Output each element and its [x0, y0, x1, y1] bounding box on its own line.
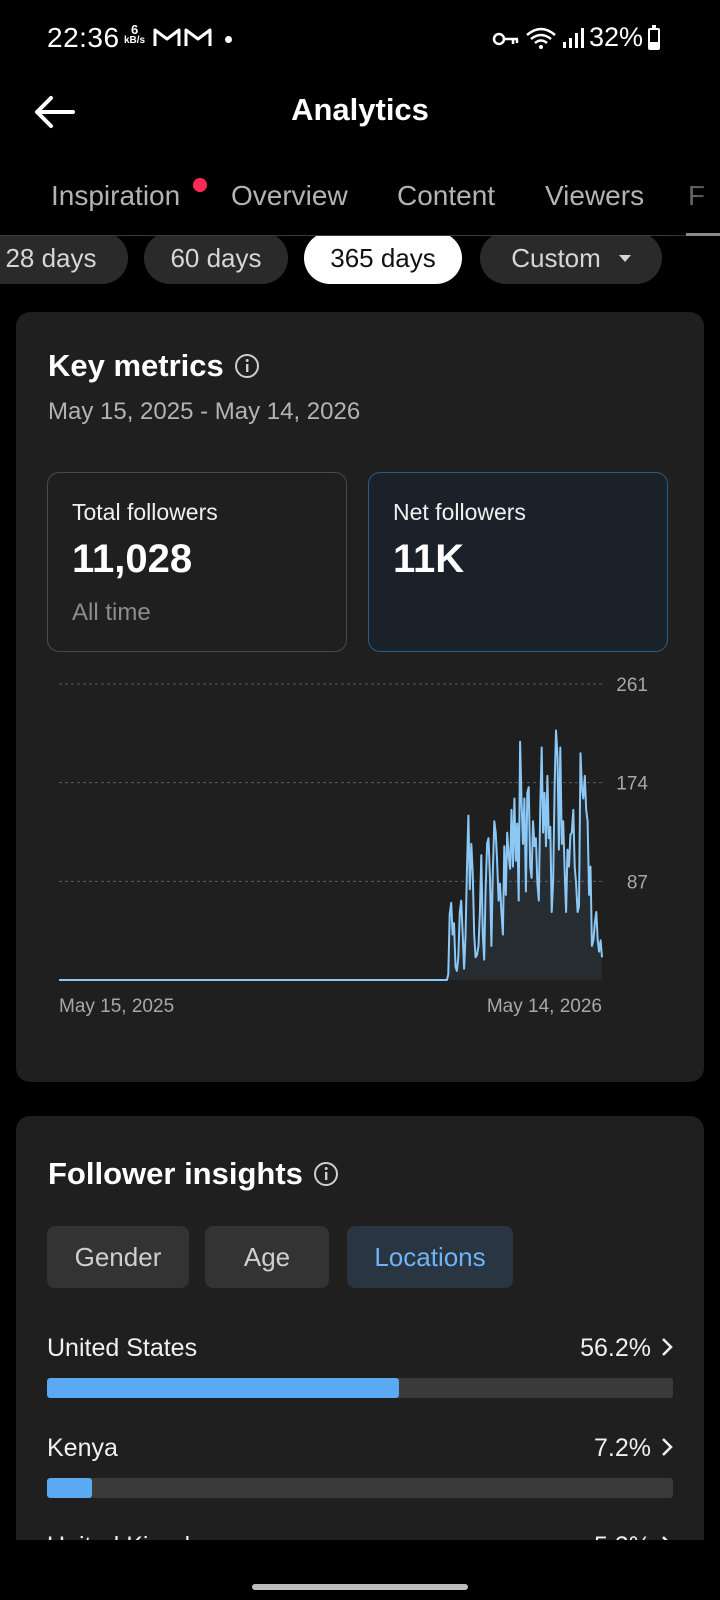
net-followers-card[interactable]: Net followers 11K	[368, 472, 668, 652]
total-followers-sub: All time	[72, 599, 151, 626]
status-time: 22:36	[47, 22, 120, 53]
network-speed-unit: kB/s	[124, 35, 146, 46]
chevron-right-icon	[662, 1338, 673, 1356]
net-followers-chart: 87 174 261 May 15, 2025 May 14, 2026	[59, 675, 648, 1017]
y-tick-label: 174	[616, 774, 648, 795]
location-name: Kenya	[47, 1434, 118, 1462]
location-percentage: 56.2%	[580, 1334, 651, 1362]
tab-inspiration[interactable]: Inspiration	[51, 180, 181, 211]
net-followers-label: Net followers	[393, 499, 526, 525]
total-followers-label: Total followers	[72, 499, 218, 525]
follower-insights-card: Follower insights Gender Age Locations U…	[16, 1116, 704, 1586]
tabs-fade	[668, 170, 720, 236]
info-icon[interactable]	[313, 1161, 339, 1187]
segment-age[interactable]: Age	[205, 1226, 329, 1288]
key-metrics-title: Key metrics	[48, 348, 260, 384]
segment-locations[interactable]: Locations	[347, 1226, 513, 1288]
chip-60-days-label: 60 days	[170, 242, 262, 273]
key-metrics-title-text: Key metrics	[48, 348, 224, 383]
key-metrics-card: Key metrics May 15, 2025 - May 14, 2026 …	[16, 312, 704, 1082]
tab-viewers[interactable]: Viewers	[545, 180, 645, 211]
battery-icon	[648, 25, 660, 50]
chip-365-days-label: 365 days	[330, 242, 436, 273]
x-start-label: May 15, 2025	[59, 996, 174, 1017]
location-row[interactable]: Kenya 7.2%	[47, 1434, 673, 1498]
x-end-label: May 14, 2026	[487, 996, 602, 1017]
tab-overview[interactable]: Overview	[231, 180, 348, 211]
location-bar	[47, 1378, 673, 1398]
system-nav-bar	[0, 1540, 720, 1600]
chip-28-days[interactable]: 28 days	[0, 236, 128, 284]
location-percentage: 7.2%	[594, 1434, 651, 1462]
date-range-chips: 28 days 60 days 365 days Custom	[0, 236, 720, 290]
chip-28-days-label: 28 days	[5, 242, 97, 273]
app-header: Analytics	[0, 80, 720, 150]
follower-insights-title-text: Follower insights	[48, 1156, 303, 1191]
battery-percentage: 32%	[589, 22, 644, 52]
y-tick-label: 261	[616, 675, 648, 696]
location-bar-fill	[47, 1378, 399, 1398]
signal-icon	[563, 28, 584, 48]
y-tick-label: 87	[627, 872, 648, 893]
segment-gender[interactable]: Gender	[47, 1226, 189, 1288]
tab-content[interactable]: Content	[397, 180, 496, 211]
chevron-right-icon	[662, 1438, 673, 1456]
info-icon[interactable]	[234, 353, 260, 379]
notification-dot	[225, 36, 232, 43]
back-button[interactable]	[28, 86, 80, 138]
net-followers-value: 11K	[393, 537, 465, 581]
total-followers-value: 11,028	[72, 537, 193, 581]
dropdown-caret-icon	[618, 254, 631, 262]
tab-notification-dot	[193, 178, 207, 192]
location-row[interactable]: United States 56.2%	[47, 1334, 673, 1398]
chip-custom[interactable]: Custom	[480, 236, 662, 284]
home-indicator[interactable]	[252, 1584, 468, 1590]
chip-60-days[interactable]: 60 days	[144, 236, 288, 284]
vpn-key-icon	[492, 32, 519, 46]
segment-gender-label: Gender	[74, 1241, 162, 1272]
chip-custom-label: Custom	[511, 242, 601, 273]
follower-insights-title: Follower insights	[48, 1156, 339, 1192]
wifi-icon	[526, 27, 556, 49]
arrow-left-icon	[35, 96, 75, 128]
segment-locations-label: Locations	[374, 1241, 486, 1272]
network-speed: 6 kB/s	[124, 22, 146, 46]
segment-age-label: Age	[243, 1241, 291, 1272]
location-name: United States	[47, 1334, 198, 1362]
gmail-icon	[184, 28, 212, 46]
status-bar: 22:36 6 kB/s 32%	[0, 0, 720, 80]
location-bar-fill	[47, 1478, 93, 1498]
tab-active-indicator	[686, 233, 720, 236]
analytics-tabs: Inspiration Overview Content Viewers F	[0, 170, 720, 236]
chart-series-line	[59, 729, 603, 981]
gmail-icon	[153, 28, 181, 46]
total-followers-card[interactable]: Total followers 11,028 All time	[47, 472, 347, 652]
chip-365-days[interactable]: 365 days	[304, 236, 462, 284]
page-title: Analytics	[291, 92, 429, 127]
date-range-text: May 15, 2025 - May 14, 2026	[48, 398, 361, 425]
network-speed-value: 6	[130, 22, 139, 37]
location-bar	[47, 1478, 673, 1498]
